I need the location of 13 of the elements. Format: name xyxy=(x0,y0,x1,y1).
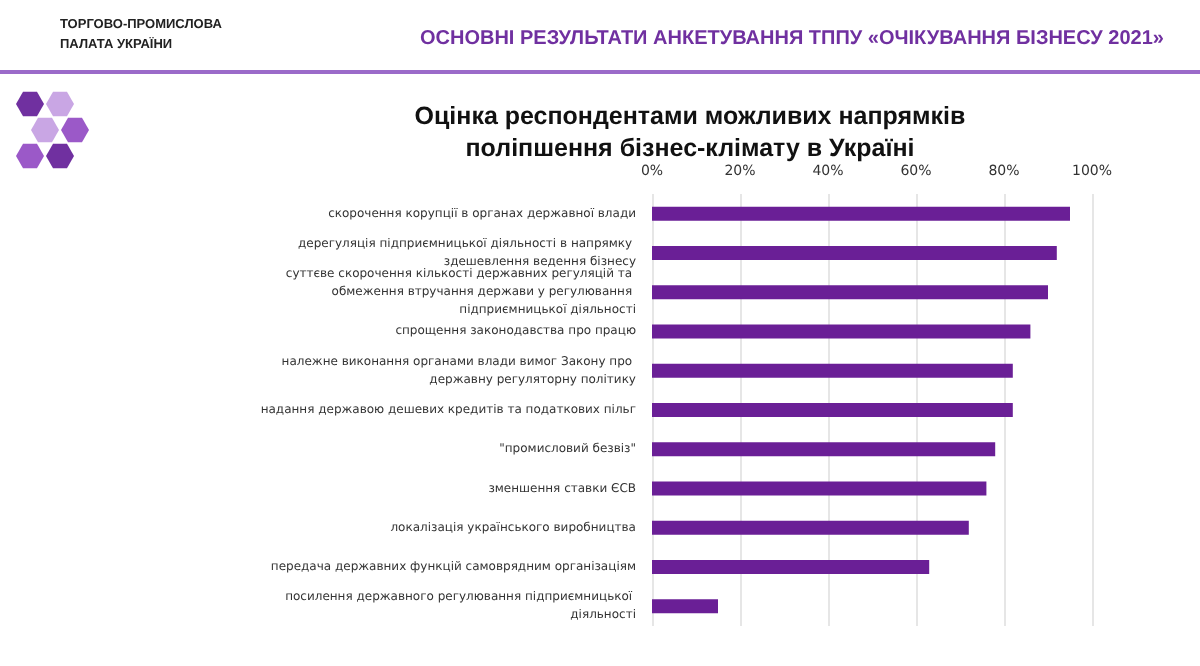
bar xyxy=(652,442,996,457)
bar xyxy=(652,403,1013,417)
text: ОСНОВНІ РЕЗУЛЬТАТИ АНКЕТУВАННЯ ТППУ «ОЧІКУВАННЯ БІЗНЕСУ 2021» xyxy=(419,28,1164,50)
bar xyxy=(652,363,1013,378)
bar xyxy=(652,599,718,614)
chart-title: Оцінка респондентами можливих напрямків поліпшення бізнес-клімату в Україні xyxy=(412,100,968,164)
bar xyxy=(652,324,1031,339)
bar xyxy=(652,285,1048,300)
bar xyxy=(652,206,1070,221)
bar xyxy=(652,245,1057,260)
bar xyxy=(652,560,930,575)
bar xyxy=(652,481,987,496)
bar xyxy=(652,520,969,535)
